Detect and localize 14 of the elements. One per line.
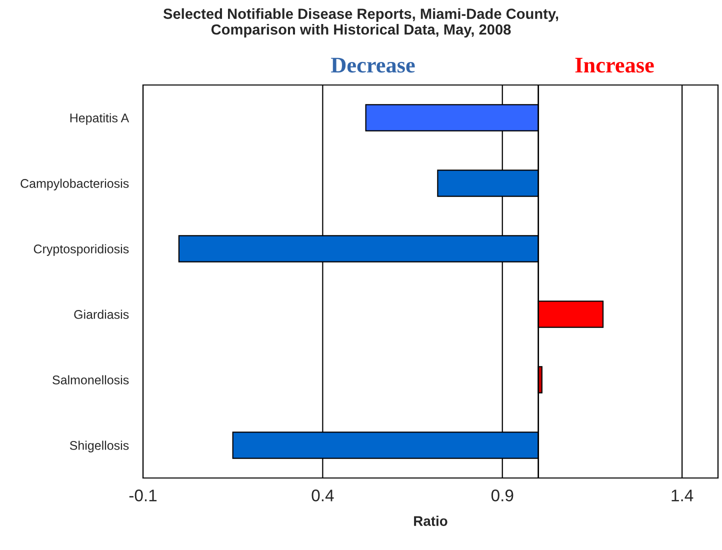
- text: Increase: [575, 58, 654, 73]
- x-tick-label: 0.9: [491, 490, 514, 502]
- text: Decrease: [331, 58, 415, 73]
- y-tick-label: Salmonellosis: [52, 375, 129, 384]
- x-tick-label: 1.4: [672, 490, 694, 502]
- y-tick-label: Cryptosporidiosis: [34, 244, 129, 256]
- x-tick-label: -0.1: [129, 490, 157, 502]
- y-tick-label: Giardiasis: [74, 310, 129, 319]
- y-tick-label: Hepatitis A: [70, 113, 130, 125]
- chart-title: Selected Notifiable Disease Reports, Miami-Dade County, Comparison with Historical Data, May, 2008: [163, 8, 558, 38]
- x-tick-label: 0.4: [312, 490, 334, 502]
- x-axis-title: Ratio: [414, 516, 448, 526]
- y-tick-label: Shigellosis: [70, 440, 129, 452]
- y-tick-label: Campylobacteriosis: [20, 178, 129, 190]
